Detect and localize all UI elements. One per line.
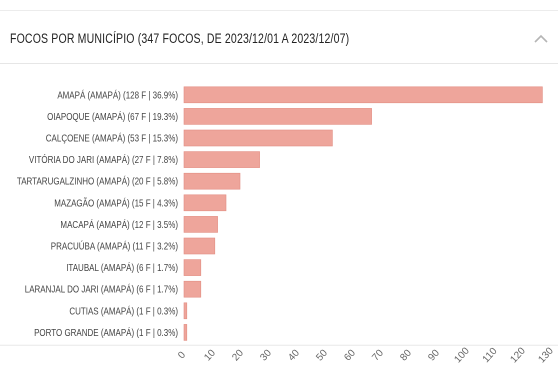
x-tick-label: 70: [370, 347, 386, 363]
x-tick-label: 110: [481, 346, 500, 366]
bar: [183, 129, 333, 147]
bar: [183, 86, 543, 104]
x-tick-label: 30: [258, 347, 274, 363]
panel-header: FOCOS POR MUNICÍPIO (347 FOCOS, DE 2023/…: [0, 11, 558, 64]
bar: [183, 151, 260, 168]
category-label: LARANJAL DO JARI (AMAPÁ) (6 F | 1.7%): [25, 284, 178, 295]
bar: [183, 259, 202, 276]
category-label: PRACUÚBA (AMAPÁ) (11 F | 3.2%): [51, 241, 178, 252]
x-tick-label: 20: [230, 347, 246, 363]
x-tick-label: 130: [536, 345, 556, 365]
chart-panel: FOCOS POR MUNICÍPIO (347 FOCOS, DE 2023/…: [0, 10, 558, 372]
category-label: CUTIAS (AMAPÁ) (1 F | 0.3%): [69, 305, 178, 316]
category-label: TARTARUGALZINHO (AMAPÁ) (20 F | 5.8%): [17, 176, 178, 187]
category-label: ITAUBAL (AMAPÁ) (6 F | 1.7%): [66, 262, 178, 273]
category-label: PORTO GRANDE (AMAPÁ) (1 F | 0.3%): [34, 327, 178, 338]
bar: [183, 280, 202, 298]
category-label: OIAPOQUE (AMAPÁ) (67 F | 19.3%): [47, 111, 178, 122]
x-tick-label: 100: [452, 345, 472, 365]
category-label: AMAPÁ (AMAPÁ) (128 F | 36.9%): [57, 89, 178, 100]
category-label: VITÓRIA DO JARI (AMAPÁ) (27 F | 7.8%): [29, 154, 178, 165]
x-tick-label: 50: [314, 347, 330, 363]
bar: [183, 302, 188, 320]
bar-chart: AMAPÁ (AMAPÁ) (128 F | 36.9%) OIAPOQUE (A…: [0, 86, 558, 366]
bar: [183, 194, 227, 212]
chart-title: FOCOS POR MUNICÍPIO (347 FOCOS, DE 2023/…: [10, 31, 350, 46]
bar: [183, 324, 188, 341]
chevron-up-icon[interactable]: [532, 30, 550, 48]
category-label: MAZAGÃO (AMAPÁ) (15 F | 4.3%): [54, 197, 178, 208]
bar: [183, 216, 218, 233]
x-tick-label: 60: [342, 347, 358, 363]
category-label: CALÇOENE (AMAPÁ) (53 F | 15.3%): [46, 133, 178, 144]
x-tick-label: 90: [426, 347, 442, 363]
x-tick-label: 10: [202, 347, 218, 363]
x-tick-label: 40: [286, 347, 302, 363]
category-label: MACAPÁ (AMAPÁ) (12 F | 3.5%): [60, 219, 178, 230]
bar: [183, 108, 372, 125]
x-tick-label: 120: [508, 345, 528, 365]
bar: [183, 237, 216, 255]
bar: [183, 172, 241, 190]
x-tick-label: 0: [176, 349, 188, 361]
x-tick-label: 80: [398, 347, 414, 363]
